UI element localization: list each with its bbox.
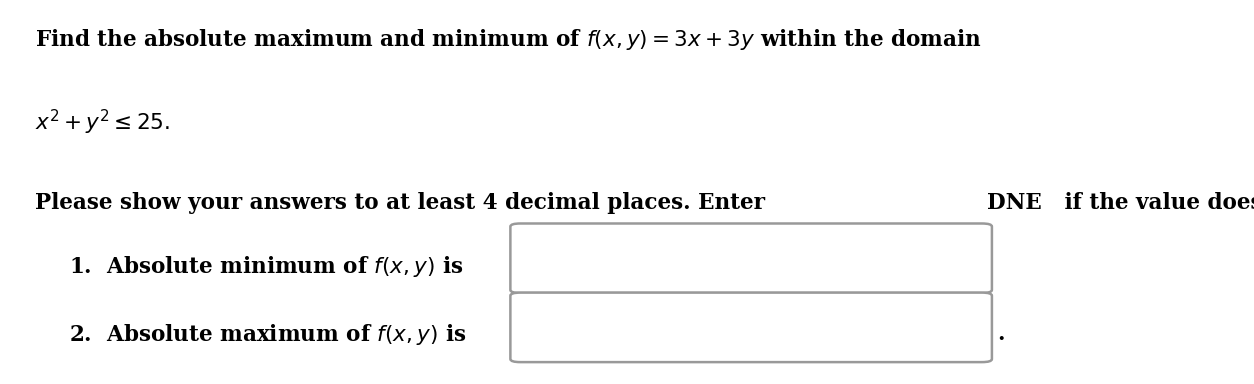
- FancyBboxPatch shape: [510, 293, 992, 362]
- FancyBboxPatch shape: [510, 223, 992, 293]
- Text: 2.  Absolute maximum of $f(x, y)$ is: 2. Absolute maximum of $f(x, y)$ is: [69, 321, 466, 347]
- Text: if the value does not exist.: if the value does not exist.: [1057, 192, 1254, 214]
- Text: .: .: [997, 323, 1004, 345]
- Text: DNE: DNE: [987, 192, 1042, 214]
- Text: 1.  Absolute minimum of $f(x, y)$ is: 1. Absolute minimum of $f(x, y)$ is: [69, 254, 464, 280]
- Text: Please show your answers to at least 4 decimal places. Enter: Please show your answers to at least 4 d…: [35, 192, 772, 214]
- Text: $x^2 + y^2 \leq 25.$: $x^2 + y^2 \leq 25.$: [35, 108, 171, 137]
- Text: Find the absolute maximum and minimum of $f(x, y) = 3x + 3y$ within the domain: Find the absolute maximum and minimum of…: [35, 27, 982, 52]
